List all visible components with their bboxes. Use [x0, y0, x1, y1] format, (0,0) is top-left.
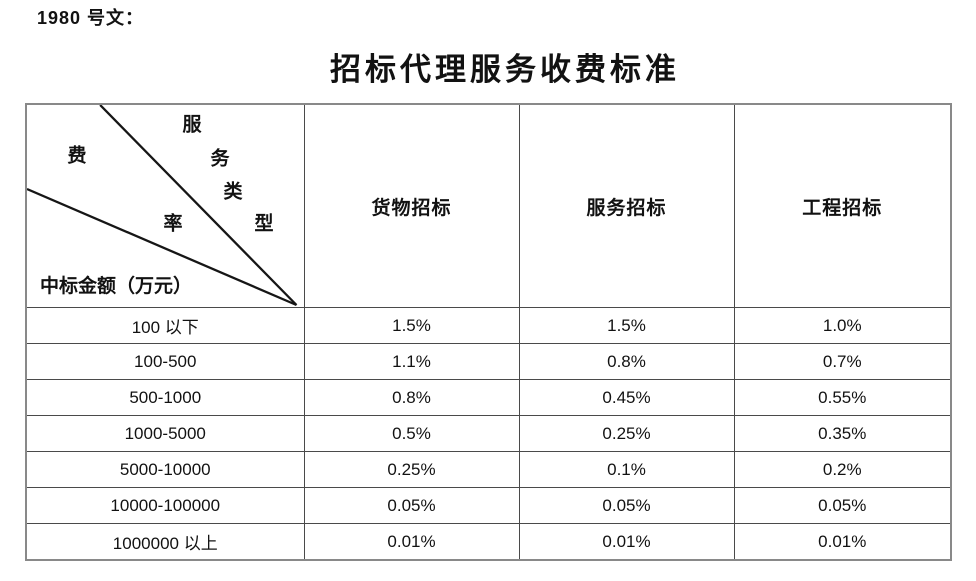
- row-label: 500-1000: [25, 379, 305, 416]
- corner-char-rate: 费: [67, 145, 87, 167]
- table-row: 1000000 以上 0.01% 0.01% 0.01%: [25, 523, 952, 561]
- row-label: 1000-5000: [25, 415, 305, 452]
- row-label: 100-500: [25, 343, 305, 380]
- fee-cell: 1.5%: [518, 307, 735, 344]
- diagonal-corner-cell: 服 务 类 型 费 率 中标金额（万元）: [25, 103, 305, 308]
- fee-cell: 0.35%: [733, 415, 952, 452]
- corner-char-type: 类: [223, 181, 243, 203]
- column-header-engineering: 工程招标: [733, 103, 952, 308]
- corner-char-rate: 率: [163, 213, 183, 235]
- row-label: 1000000 以上: [25, 523, 305, 561]
- fee-cell: 0.01%: [733, 523, 952, 561]
- row-label: 100 以下: [25, 307, 305, 344]
- fee-cell: 0.05%: [303, 487, 520, 524]
- row-label: 10000-100000: [25, 487, 305, 524]
- corner-char-type: 服: [182, 114, 202, 136]
- table-row: 100-500 1.1% 0.8% 0.7%: [25, 343, 952, 380]
- fee-cell: 0.8%: [518, 343, 735, 380]
- amount-axis-label: 中标金额（万元）: [40, 276, 193, 297]
- fee-cell: 0.2%: [733, 451, 952, 488]
- fee-standard-table: 服 务 类 型 费 率 中标金额（万元） 货物招标 服务招标 工程招标 100 …: [25, 103, 952, 561]
- fee-cell: 0.25%: [303, 451, 520, 488]
- fee-cell: 0.55%: [733, 379, 952, 416]
- header-row: 服 务 类 型 费 率 中标金额（万元） 货物招标 服务招标 工程招标: [25, 103, 952, 308]
- table-row: 5000-10000 0.25% 0.1% 0.2%: [25, 451, 952, 488]
- fee-cell: 0.05%: [518, 487, 735, 524]
- fee-cell: 0.45%: [518, 379, 735, 416]
- fee-cell: 0.01%: [303, 523, 520, 561]
- corner-char-type: 务: [210, 148, 230, 170]
- row-label: 5000-10000: [25, 451, 305, 488]
- doc-number-label: 1980 号文：: [37, 8, 145, 28]
- fee-cell: 0.7%: [733, 343, 952, 380]
- column-header-service: 服务招标: [518, 103, 735, 308]
- fee-cell: 0.05%: [733, 487, 952, 524]
- table-row: 10000-100000 0.05% 0.05% 0.05%: [25, 487, 952, 524]
- fee-cell: 1.5%: [303, 307, 520, 344]
- table-row: 500-1000 0.8% 0.45% 0.55%: [25, 379, 952, 416]
- fee-cell: 1.1%: [303, 343, 520, 380]
- table-row: 100 以下 1.5% 1.5% 1.0%: [25, 307, 952, 344]
- fee-cell: 0.5%: [303, 415, 520, 452]
- fee-cell: 0.1%: [518, 451, 735, 488]
- fee-cell: 0.01%: [518, 523, 735, 561]
- diagonal-lines: [27, 105, 298, 307]
- table-row: 1000-5000 0.5% 0.25% 0.35%: [25, 415, 952, 452]
- page-title: 招标代理服务收费标准: [330, 52, 680, 87]
- fee-cell: 0.8%: [303, 379, 520, 416]
- fee-cell: 1.0%: [733, 307, 952, 344]
- fee-cell: 0.25%: [518, 415, 735, 452]
- corner-char-type: 型: [254, 213, 274, 235]
- column-header-goods: 货物招标: [303, 103, 520, 308]
